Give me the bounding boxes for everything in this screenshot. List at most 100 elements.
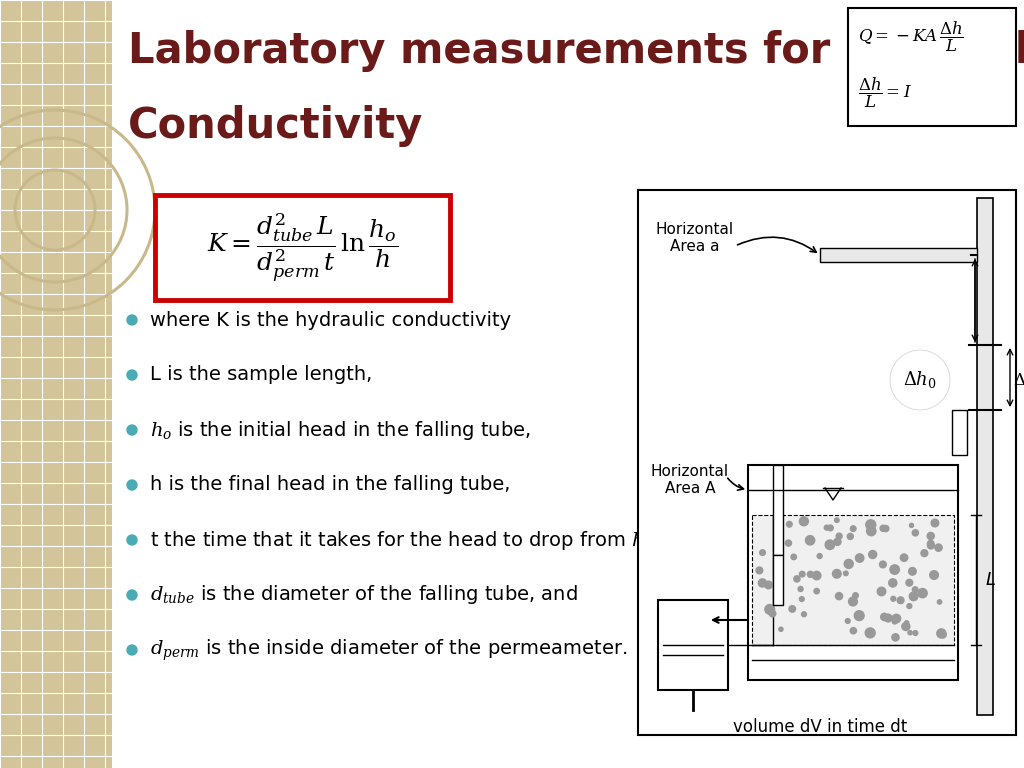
Circle shape: [127, 370, 137, 380]
Circle shape: [902, 622, 910, 631]
Circle shape: [765, 604, 774, 614]
Circle shape: [853, 593, 858, 598]
Circle shape: [927, 532, 934, 540]
Text: t the time that it takes for the head to drop from $h_o$ to h,: t the time that it takes for the head to…: [150, 528, 703, 551]
Bar: [773, 555, 783, 605]
Circle shape: [786, 521, 793, 527]
Circle shape: [883, 525, 889, 531]
Circle shape: [844, 559, 853, 568]
Circle shape: [850, 627, 856, 634]
Text: Conductivity: Conductivity: [128, 105, 423, 147]
Circle shape: [836, 593, 843, 600]
Circle shape: [878, 588, 886, 596]
Circle shape: [825, 540, 835, 550]
Text: $\Delta h_0$: $\Delta h_0$: [903, 369, 937, 390]
Circle shape: [865, 628, 876, 638]
Circle shape: [909, 523, 913, 528]
Text: volume dV in time dt: volume dV in time dt: [733, 718, 907, 736]
Bar: [638, 190, 1016, 735]
Circle shape: [892, 619, 897, 624]
Circle shape: [807, 571, 813, 578]
Bar: [0, 0, 112, 768]
Circle shape: [827, 525, 834, 531]
Circle shape: [127, 645, 137, 655]
Circle shape: [912, 587, 919, 593]
Circle shape: [892, 614, 901, 623]
Circle shape: [904, 621, 908, 625]
Text: $K = \dfrac{d^2_{tube}\,L}{d^2_{perm}\,t}\,\ln\dfrac{h_o}{h}$: $K = \dfrac{d^2_{tube}\,L}{d^2_{perm}\,t…: [208, 211, 398, 284]
Circle shape: [854, 611, 864, 621]
Text: Horizontal
Area a: Horizontal Area a: [656, 222, 734, 254]
Circle shape: [908, 568, 916, 575]
Circle shape: [834, 538, 841, 545]
Circle shape: [909, 592, 918, 601]
Circle shape: [127, 535, 137, 545]
Circle shape: [892, 634, 899, 641]
Circle shape: [880, 525, 886, 531]
Circle shape: [791, 554, 797, 560]
Circle shape: [885, 614, 892, 622]
Circle shape: [756, 567, 763, 574]
Circle shape: [928, 542, 934, 549]
Circle shape: [928, 541, 934, 547]
Circle shape: [127, 590, 137, 600]
Circle shape: [937, 629, 946, 638]
Circle shape: [127, 425, 137, 435]
Circle shape: [900, 554, 907, 561]
Circle shape: [935, 544, 942, 551]
Circle shape: [127, 315, 137, 325]
Circle shape: [814, 588, 819, 594]
Circle shape: [940, 631, 946, 638]
Bar: [952, 410, 967, 455]
Circle shape: [866, 520, 876, 530]
Circle shape: [855, 554, 864, 562]
Circle shape: [760, 550, 765, 555]
Circle shape: [779, 627, 783, 631]
Circle shape: [806, 535, 815, 545]
Text: h is the final head in the falling tube,: h is the final head in the falling tube,: [150, 475, 510, 495]
Circle shape: [937, 600, 942, 604]
Circle shape: [847, 534, 853, 539]
Circle shape: [891, 596, 896, 601]
Circle shape: [889, 579, 897, 587]
Circle shape: [759, 579, 767, 587]
Bar: [658, 600, 728, 690]
Circle shape: [868, 551, 877, 558]
Text: $\Delta h_1$: $\Delta h_1$: [1013, 370, 1024, 390]
Circle shape: [812, 571, 821, 580]
Circle shape: [794, 576, 800, 582]
Text: L: L: [986, 571, 996, 589]
Circle shape: [835, 518, 839, 522]
Circle shape: [849, 597, 857, 606]
Circle shape: [913, 631, 918, 635]
Circle shape: [890, 350, 950, 410]
Circle shape: [931, 519, 939, 527]
Bar: [748, 465, 958, 680]
Bar: [848, 8, 1016, 126]
Circle shape: [800, 571, 805, 577]
Circle shape: [824, 525, 829, 530]
Circle shape: [906, 579, 912, 586]
Circle shape: [769, 611, 776, 617]
Circle shape: [890, 564, 899, 574]
Circle shape: [846, 618, 850, 624]
Circle shape: [127, 480, 137, 490]
Circle shape: [833, 569, 841, 578]
Bar: [752, 515, 954, 645]
Bar: [820, 248, 977, 262]
Text: where K is the hydraulic conductivity: where K is the hydraulic conductivity: [150, 310, 511, 329]
Circle shape: [785, 540, 792, 546]
Circle shape: [921, 550, 928, 557]
Bar: [773, 465, 783, 555]
Circle shape: [850, 526, 856, 531]
Circle shape: [817, 554, 822, 558]
Text: Horizontal
Area A: Horizontal Area A: [651, 464, 729, 496]
Circle shape: [800, 517, 808, 526]
Text: $Q = -KA\,\dfrac{\Delta h}{L}$: $Q = -KA\,\dfrac{\Delta h}{L}$: [858, 20, 964, 55]
Circle shape: [880, 561, 887, 568]
Circle shape: [912, 530, 919, 536]
Text: L is the sample length,: L is the sample length,: [150, 366, 373, 385]
Bar: [155, 195, 450, 300]
Circle shape: [800, 597, 804, 601]
Text: $h_o$ is the initial head in the falling tube,: $h_o$ is the initial head in the falling…: [150, 419, 531, 442]
